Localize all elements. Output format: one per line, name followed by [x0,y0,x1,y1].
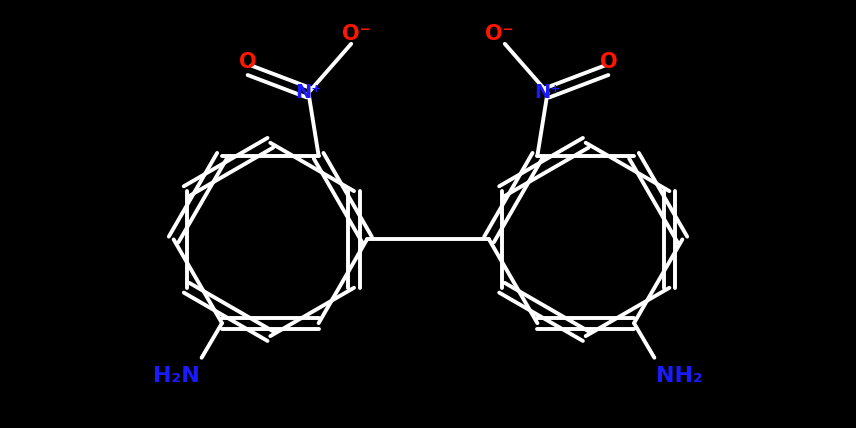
Text: O⁻: O⁻ [485,24,514,44]
Text: O: O [239,52,256,72]
Text: N⁺: N⁺ [295,83,322,102]
Text: O: O [600,52,617,72]
Text: H₂N: H₂N [153,366,199,386]
Text: NH₂: NH₂ [657,366,703,386]
Text: N⁺: N⁺ [534,83,561,102]
Text: O⁻: O⁻ [342,24,371,44]
